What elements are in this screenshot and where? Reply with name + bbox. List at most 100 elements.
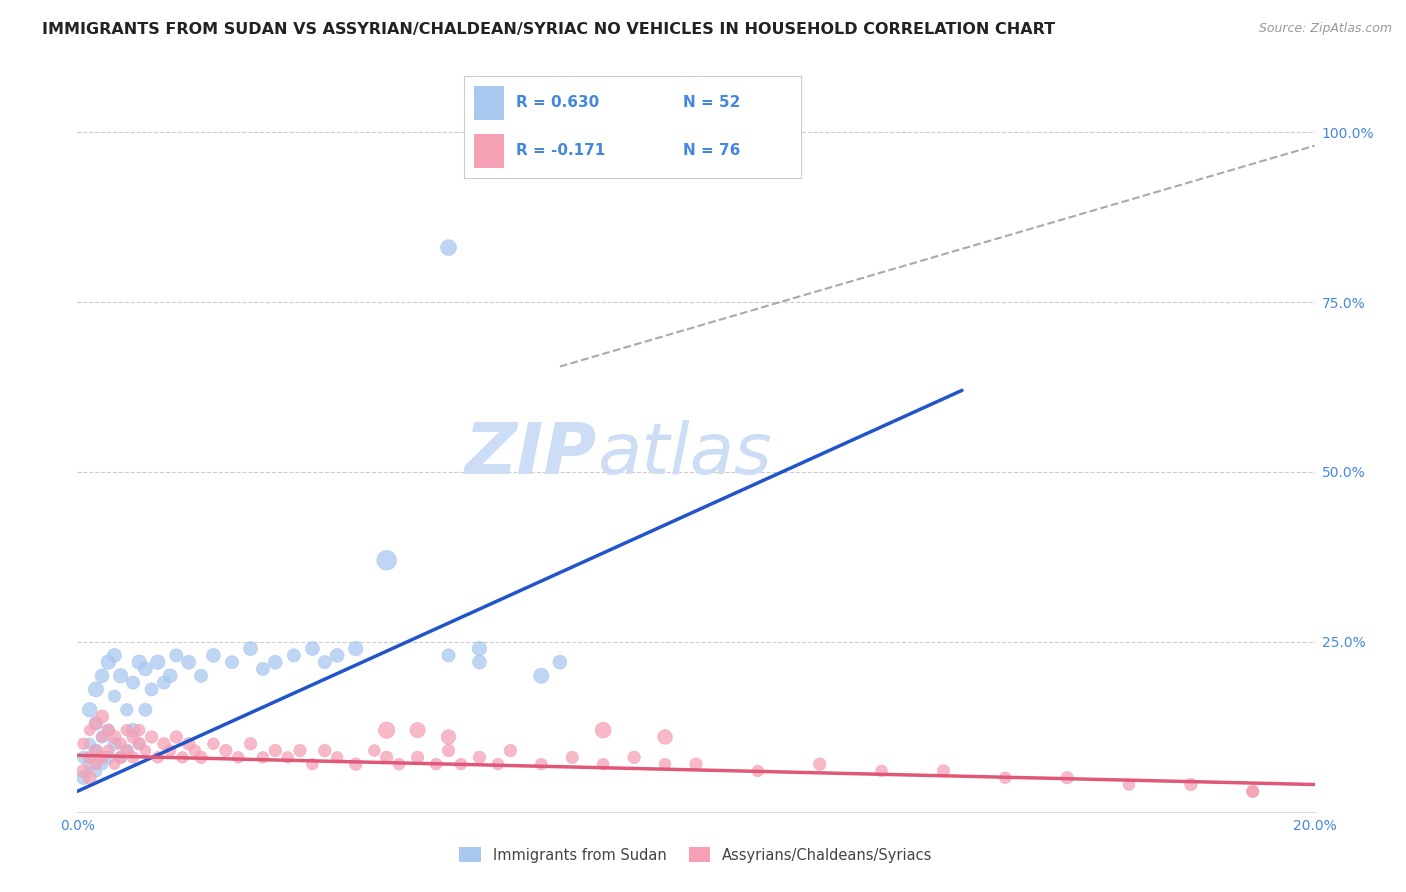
- Point: [153, 675, 176, 690]
- Point: [110, 737, 132, 751]
- Point: [344, 757, 367, 772]
- Point: [128, 723, 150, 738]
- Point: [79, 771, 101, 785]
- Point: [932, 764, 955, 778]
- Point: [165, 730, 187, 744]
- Point: [202, 648, 225, 663]
- Point: [128, 737, 150, 751]
- Point: [468, 641, 491, 656]
- Point: [406, 750, 429, 764]
- Point: [654, 757, 676, 772]
- Point: [79, 750, 101, 764]
- Point: [115, 743, 138, 757]
- Point: [530, 757, 553, 772]
- Point: [91, 757, 114, 772]
- Point: [239, 641, 262, 656]
- Point: [172, 750, 194, 764]
- FancyBboxPatch shape: [474, 87, 505, 120]
- Point: [110, 750, 132, 764]
- Point: [122, 750, 145, 764]
- Point: [84, 716, 107, 731]
- Point: [375, 553, 398, 567]
- Point: [468, 750, 491, 764]
- Text: R = -0.171: R = -0.171: [516, 144, 606, 158]
- Legend: Immigrants from Sudan, Assyrians/Chaldeans/Syriacs: Immigrants from Sudan, Assyrians/Chaldea…: [454, 841, 938, 869]
- Point: [128, 655, 150, 669]
- Point: [1180, 778, 1202, 792]
- Point: [146, 750, 169, 764]
- Point: [277, 750, 299, 764]
- Point: [1118, 778, 1140, 792]
- Point: [530, 669, 553, 683]
- Point: [437, 241, 460, 255]
- Text: atlas: atlas: [598, 420, 772, 490]
- Point: [134, 743, 156, 757]
- Point: [326, 750, 349, 764]
- Point: [103, 648, 125, 663]
- Point: [122, 730, 145, 744]
- Point: [115, 723, 138, 738]
- Point: [344, 641, 367, 656]
- Point: [84, 716, 107, 731]
- Point: [264, 655, 287, 669]
- Point: [97, 655, 120, 669]
- Point: [84, 757, 107, 772]
- Point: [314, 743, 336, 757]
- Point: [115, 743, 138, 757]
- Point: [1056, 771, 1078, 785]
- Point: [91, 669, 114, 683]
- Point: [314, 655, 336, 669]
- Point: [388, 757, 411, 772]
- Point: [97, 723, 120, 738]
- Point: [103, 730, 125, 744]
- Point: [165, 648, 187, 663]
- Point: [685, 757, 707, 772]
- Point: [1241, 784, 1264, 798]
- Point: [994, 771, 1017, 785]
- Point: [326, 648, 349, 663]
- Point: [122, 675, 145, 690]
- Point: [221, 655, 243, 669]
- Text: N = 76: N = 76: [683, 144, 741, 158]
- Point: [654, 730, 676, 744]
- Point: [301, 641, 323, 656]
- Point: [747, 764, 769, 778]
- Point: [141, 730, 163, 744]
- Point: [425, 757, 447, 772]
- Point: [134, 703, 156, 717]
- Point: [437, 648, 460, 663]
- Point: [592, 757, 614, 772]
- Point: [215, 743, 238, 757]
- Text: N = 52: N = 52: [683, 95, 741, 110]
- Point: [252, 750, 274, 764]
- Point: [468, 655, 491, 669]
- Point: [97, 723, 120, 738]
- Point: [110, 750, 132, 764]
- Point: [375, 723, 398, 738]
- Point: [264, 743, 287, 757]
- Point: [190, 669, 212, 683]
- Point: [252, 662, 274, 676]
- Point: [159, 669, 181, 683]
- Point: [84, 743, 107, 757]
- Point: [84, 743, 107, 757]
- Point: [159, 743, 181, 757]
- Point: [91, 730, 114, 744]
- FancyBboxPatch shape: [474, 135, 505, 168]
- Point: [91, 750, 114, 764]
- Point: [115, 703, 138, 717]
- Point: [437, 743, 460, 757]
- Point: [226, 750, 249, 764]
- Point: [84, 682, 107, 697]
- Point: [79, 737, 101, 751]
- Point: [239, 737, 262, 751]
- Point: [79, 723, 101, 738]
- Point: [134, 662, 156, 676]
- Point: [177, 655, 200, 669]
- Point: [97, 750, 120, 764]
- Point: [548, 655, 571, 669]
- Point: [592, 723, 614, 738]
- Point: [499, 743, 522, 757]
- Point: [122, 723, 145, 738]
- Point: [486, 757, 509, 772]
